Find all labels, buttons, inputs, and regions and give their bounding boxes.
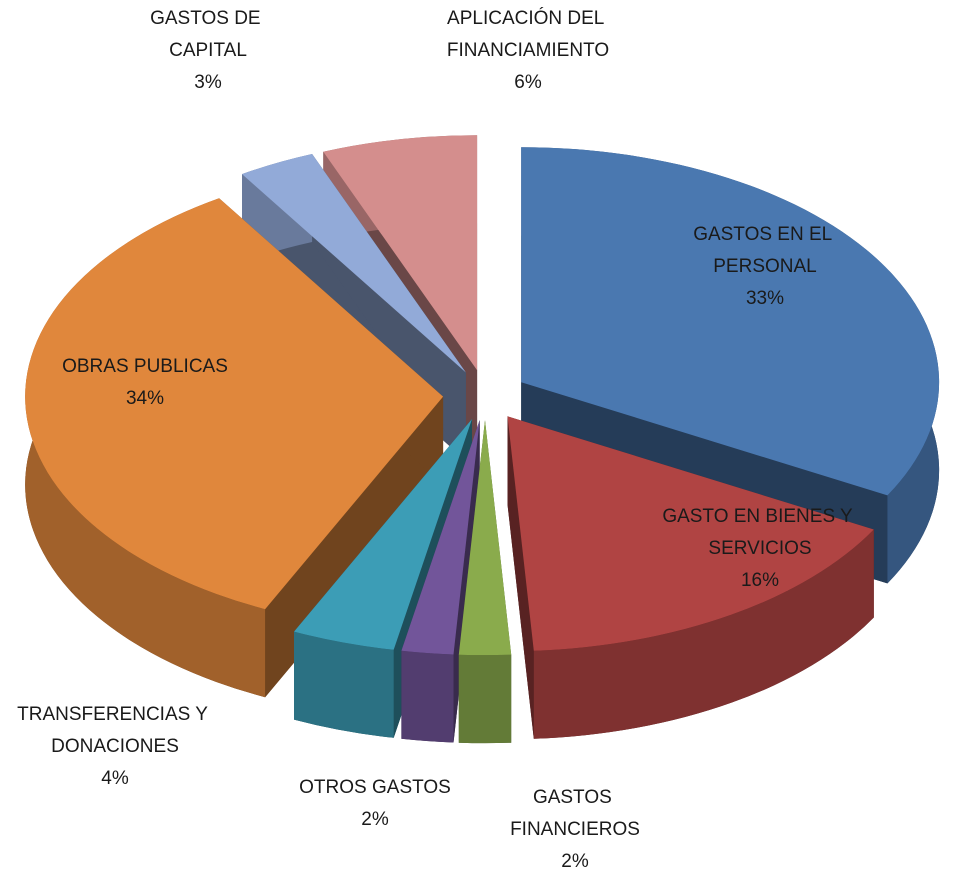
slice-top	[458, 420, 512, 656]
label-line: FINANCIEROS	[510, 819, 640, 840]
slice	[401, 420, 480, 743]
slice	[294, 419, 472, 738]
label-line: CAPITAL	[169, 40, 247, 61]
slice-label: TRANSFERENCIAS Y DONACIONES	[17, 704, 213, 757]
slice-label: APLICACIÓN DEL FINANCIAMIENTO	[447, 7, 609, 61]
value-label: 34%	[126, 388, 164, 409]
value-label: 2%	[361, 809, 389, 830]
slice-label: OTROS GASTOS	[299, 777, 451, 798]
slice	[458, 420, 512, 744]
slice-side	[294, 631, 394, 738]
slice-label: GASTOS FINANCIEROS	[510, 787, 640, 840]
label-line: GASTO EN BIENES Y	[662, 506, 857, 527]
slice-label: OBRAS PUBLICAS	[62, 356, 228, 377]
label-line: SERVICIOS	[708, 538, 811, 559]
slice	[507, 416, 874, 739]
slice-top	[521, 147, 940, 496]
value-label: 2%	[561, 851, 589, 872]
slice-top	[323, 135, 478, 371]
slice-side	[458, 654, 512, 744]
value-label: 6%	[514, 72, 542, 93]
value-label: 3%	[194, 72, 222, 93]
slice-label: GASTOS EN EL PERSONAL	[693, 224, 837, 277]
slice-top	[401, 420, 480, 655]
label-line: DONACIONES	[51, 736, 179, 757]
label-line: GASTOS EN EL	[693, 224, 837, 245]
slice-label: GASTOS DE CAPITAL	[150, 8, 266, 61]
value-label: 33%	[746, 288, 784, 309]
label-line: GASTOS DE	[150, 8, 266, 29]
slice-top	[25, 198, 444, 610]
label-line: TRANSFERENCIAS Y	[17, 704, 213, 725]
slice-label: GASTO EN BIENES Y SERVICIOS	[662, 506, 857, 559]
label-line: PERSONAL	[713, 256, 816, 277]
label-line: FINANCIAMIENTO	[447, 40, 609, 61]
slice-side	[401, 650, 454, 743]
label-line: APLICACIÓN DEL	[447, 7, 609, 29]
value-label: 4%	[101, 768, 129, 789]
slice-side	[533, 529, 874, 739]
slice-wall	[507, 416, 534, 739]
value-label: 16%	[741, 570, 779, 591]
slice-top	[294, 419, 472, 650]
label-line: GASTOS	[533, 787, 617, 808]
slice-top	[242, 154, 466, 373]
slice-top	[507, 416, 874, 651]
